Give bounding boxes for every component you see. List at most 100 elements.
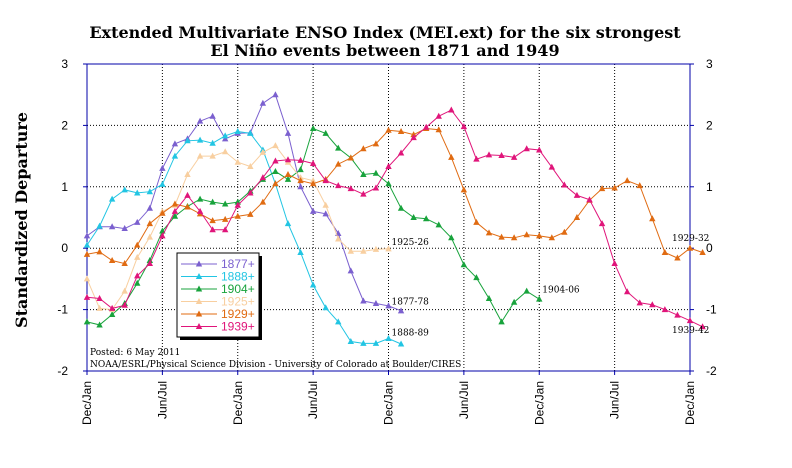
data-point bbox=[686, 244, 694, 251]
data-point bbox=[397, 204, 405, 211]
data-point bbox=[159, 180, 166, 187]
legend: 1877+1888+1904+1925+1929+1939+ bbox=[176, 252, 262, 340]
data-point bbox=[247, 210, 254, 217]
legend-entry-label: 1904+ bbox=[221, 282, 255, 296]
data-point bbox=[548, 234, 556, 241]
axes: 3 3 2 2 1 1 0 0 -1 -1 -2 -2 Dec/Jan Jun/Jul Dec/Jan Jun… bbox=[57, 57, 717, 425]
data-point bbox=[134, 189, 141, 196]
legend-swatch-marker bbox=[195, 323, 203, 329]
legend-entry-label: 1929+ bbox=[221, 307, 255, 321]
legend-entry-label: 1939+ bbox=[221, 320, 255, 334]
data-point bbox=[209, 152, 216, 159]
data-point bbox=[523, 287, 530, 294]
data-point bbox=[623, 177, 631, 184]
annotation-label: 1877-78 bbox=[392, 298, 430, 308]
x-tick-label: Dec/Jan bbox=[683, 381, 697, 425]
data-point bbox=[134, 218, 141, 225]
data-point bbox=[335, 235, 342, 242]
data-point bbox=[134, 241, 141, 248]
data-point bbox=[573, 191, 581, 198]
data-point bbox=[272, 167, 279, 174]
data-point bbox=[171, 152, 179, 159]
chart-title-line1: Extended Multivariate ENSO Index (MEI.ex… bbox=[89, 23, 681, 42]
data-point bbox=[322, 210, 329, 217]
data-point bbox=[448, 153, 455, 160]
data-point bbox=[485, 295, 493, 302]
x-tick-label: Jun/Jul bbox=[457, 381, 471, 419]
data-point bbox=[322, 201, 329, 208]
data-point bbox=[108, 195, 116, 202]
legend-swatch-marker bbox=[195, 260, 203, 267]
grid bbox=[87, 64, 690, 371]
data-point bbox=[335, 144, 342, 151]
data-point bbox=[96, 304, 103, 311]
legend-swatch-marker bbox=[195, 285, 203, 292]
data-point bbox=[309, 159, 317, 166]
data-point bbox=[184, 171, 191, 178]
data-point bbox=[360, 145, 367, 152]
data-point bbox=[297, 177, 304, 184]
data-point bbox=[385, 180, 392, 187]
legend-swatch-marker bbox=[195, 298, 203, 304]
data-point bbox=[510, 153, 518, 160]
data-point bbox=[611, 260, 618, 267]
data-point bbox=[347, 338, 355, 345]
data-point bbox=[498, 151, 505, 158]
data-point bbox=[134, 272, 141, 279]
y-tick-label-left: -2 bbox=[57, 364, 68, 378]
data-point bbox=[259, 174, 267, 181]
data-point bbox=[209, 217, 216, 224]
data-point bbox=[121, 186, 128, 193]
data-point bbox=[536, 232, 543, 239]
y-tick-label-right: -2 bbox=[706, 364, 717, 378]
series-line-1877 bbox=[86, 93, 402, 312]
data-point bbox=[674, 311, 681, 318]
data-point bbox=[297, 174, 304, 181]
data-point bbox=[171, 207, 179, 214]
data-point bbox=[347, 247, 355, 254]
data-point bbox=[284, 220, 292, 227]
data-point bbox=[196, 207, 204, 214]
data-point bbox=[372, 245, 380, 252]
legend-entry-label: 1888+ bbox=[221, 270, 255, 284]
data-point bbox=[335, 182, 342, 189]
y-axis-label: Standardized Departure bbox=[12, 112, 31, 328]
data-point bbox=[209, 112, 216, 119]
data-point bbox=[586, 196, 593, 203]
data-point bbox=[159, 209, 166, 216]
data-point bbox=[121, 287, 128, 294]
data-point bbox=[661, 248, 669, 255]
annotation-label: 1888-89 bbox=[392, 328, 430, 338]
x-tick-label: Jun/Jul bbox=[155, 381, 169, 419]
data-point bbox=[259, 198, 267, 205]
x-tick-label: Jun/Jul bbox=[608, 381, 622, 419]
data-point bbox=[372, 184, 380, 191]
data-point bbox=[247, 189, 254, 196]
data-point bbox=[460, 261, 468, 268]
data-point bbox=[485, 151, 493, 158]
data-point bbox=[221, 200, 229, 207]
data-point bbox=[121, 260, 128, 267]
data-point bbox=[121, 225, 128, 232]
series-line-1939 bbox=[86, 109, 703, 328]
legend-entry-label: 1925+ bbox=[221, 295, 255, 309]
data-point bbox=[385, 334, 392, 341]
data-point bbox=[284, 156, 292, 163]
legend-swatch-marker bbox=[195, 310, 203, 317]
legend-box bbox=[176, 252, 260, 338]
y-tick-label-right: 1 bbox=[706, 180, 713, 194]
data-point bbox=[284, 171, 292, 178]
y-tick-label-left: 1 bbox=[61, 180, 68, 194]
data-point bbox=[498, 233, 505, 240]
data-point bbox=[686, 317, 694, 324]
data-point bbox=[196, 195, 204, 202]
data-point bbox=[335, 160, 342, 167]
data-point bbox=[561, 181, 568, 188]
data-point bbox=[309, 124, 317, 131]
data-point bbox=[146, 233, 154, 240]
data-point bbox=[146, 204, 154, 211]
data-point bbox=[234, 212, 241, 219]
x-tick-label: Dec/Jan bbox=[382, 381, 396, 425]
data-point bbox=[159, 232, 166, 239]
